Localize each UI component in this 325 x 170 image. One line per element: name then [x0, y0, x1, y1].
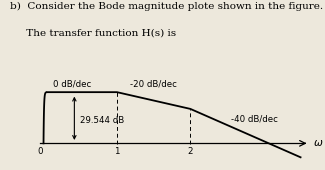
Text: b)  Consider the Bode magnitude plote shown in the figure.: b) Consider the Bode magnitude plote sho… [10, 2, 323, 11]
Text: -20 dB/dec: -20 dB/dec [130, 79, 177, 88]
Text: 2: 2 [188, 147, 193, 156]
Text: 0: 0 [37, 147, 43, 156]
Text: ω: ω [314, 138, 323, 148]
Text: 1: 1 [114, 147, 120, 156]
Text: 29.544 dB: 29.544 dB [80, 116, 124, 125]
Text: -40 dB/dec: -40 dB/dec [231, 114, 278, 123]
Text: The transfer function H(s) is: The transfer function H(s) is [10, 29, 176, 38]
Text: 0 dB/dec: 0 dB/dec [53, 79, 91, 88]
